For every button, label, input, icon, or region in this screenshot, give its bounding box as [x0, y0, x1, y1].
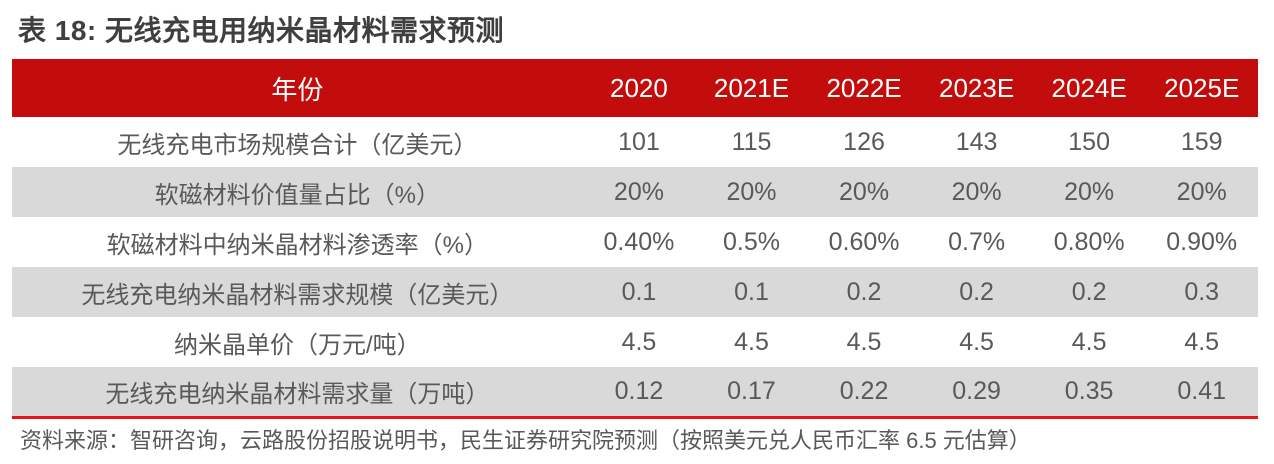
cell-value: 0.17 — [695, 367, 808, 417]
cell-value: 0.3 — [1145, 267, 1258, 317]
cell-value: 4.5 — [582, 317, 696, 367]
row-label: 无线充电纳米晶材料需求量（万吨） — [12, 367, 583, 417]
header-year-2020: 2020 — [582, 59, 696, 117]
page-title: 表 18: 无线充电用纳米晶材料需求预测 — [18, 15, 505, 46]
cell-value: 0.2 — [920, 267, 1033, 317]
header-year-2025e: 2025E — [1145, 59, 1258, 117]
cell-value: 0.90% — [1145, 217, 1258, 267]
cell-value: 0.80% — [1032, 217, 1146, 267]
row-label: 软磁材料价值量占比（%） — [12, 167, 583, 217]
row-label: 无线充电纳米晶材料需求规模（亿美元） — [12, 267, 583, 317]
cell-value: 4.5 — [920, 317, 1033, 367]
header-year-2021e: 2021E — [695, 59, 808, 117]
cell-value: 4.5 — [1032, 317, 1146, 367]
cell-value: 0.5% — [695, 217, 808, 267]
table-header-row: 年份 2020 2021E 2022E 2023E 2024E 2025E — [12, 59, 1258, 117]
table-row: 软磁材料中纳米晶材料渗透率（%） 0.40% 0.5% 0.60% 0.7% 0.80% 0… — [12, 217, 1258, 267]
cell-value: 0.40% — [582, 217, 696, 267]
cell-value: 0.1 — [695, 267, 808, 317]
table-body: 无线充电市场规模合计（亿美元） 101 115 126 143 150 159 软磁材料价值量… — [12, 117, 1258, 417]
cell-value: 0.1 — [582, 267, 696, 317]
table-row: 无线充电纳米晶材料需求量（万吨） 0.12 0.17 0.22 0.29 0.35 0.41 — [12, 367, 1258, 417]
cell-value: 126 — [807, 117, 921, 167]
row-label: 软磁材料中纳米晶材料渗透率（%） — [12, 217, 583, 267]
cell-value: 0.60% — [807, 217, 921, 267]
header-year-2023e: 2023E — [920, 59, 1033, 117]
cell-value: 150 — [1032, 117, 1146, 167]
header-year-2022e: 2022E — [807, 59, 921, 117]
cell-value: 20% — [695, 167, 808, 217]
cell-value: 115 — [695, 117, 808, 167]
cell-value: 20% — [807, 167, 921, 217]
cell-value: 101 — [582, 117, 696, 167]
cell-value: 159 — [1145, 117, 1258, 167]
forecast-table-container: 年份 2020 2021E 2022E 2023E 2024E 2025E 无线… — [12, 59, 1258, 419]
cell-value: 20% — [920, 167, 1033, 217]
cell-value: 4.5 — [695, 317, 808, 367]
cell-value: 20% — [582, 167, 696, 217]
table-row: 软磁材料价值量占比（%） 20% 20% 20% 20% 20% 20% — [12, 167, 1258, 217]
cell-value: 20% — [1032, 167, 1146, 217]
cell-value: 0.7% — [920, 217, 1033, 267]
table-row: 纳米晶单价（万元/吨） 4.5 4.5 4.5 4.5 4.5 4.5 — [12, 317, 1258, 367]
cell-value: 143 — [920, 117, 1033, 167]
cell-value: 0.35 — [1032, 367, 1146, 417]
cell-value: 0.41 — [1145, 367, 1258, 417]
row-label: 无线充电市场规模合计（亿美元） — [12, 117, 583, 167]
cell-value: 20% — [1145, 167, 1258, 217]
cell-value: 4.5 — [1145, 317, 1258, 367]
source-note: 资料来源：智研咨询，云路股份招股说明书，民生证券研究院预测（按照美元兑人民币汇率… — [20, 427, 1031, 453]
table-row: 无线充电市场规模合计（亿美元） 101 115 126 143 150 159 — [12, 117, 1258, 167]
cell-value: 0.22 — [807, 367, 921, 417]
cell-value: 4.5 — [807, 317, 921, 367]
forecast-table: 年份 2020 2021E 2022E 2023E 2024E 2025E 无线… — [12, 59, 1258, 419]
cell-value: 0.29 — [920, 367, 1033, 417]
cell-value: 0.2 — [807, 267, 921, 317]
table-row: 无线充电纳米晶材料需求规模（亿美元） 0.1 0.1 0.2 0.2 0.2 0.3 — [12, 267, 1258, 317]
header-year-2024e: 2024E — [1032, 59, 1146, 117]
row-label: 纳米晶单价（万元/吨） — [12, 317, 583, 367]
cell-value: 0.2 — [1032, 267, 1146, 317]
cell-value: 0.12 — [582, 367, 696, 417]
header-year-label: 年份 — [12, 59, 583, 117]
